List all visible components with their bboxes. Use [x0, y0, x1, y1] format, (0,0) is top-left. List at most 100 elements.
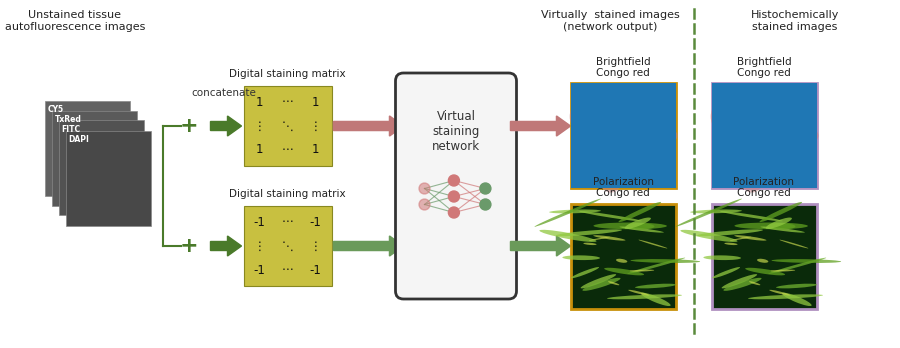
- Ellipse shape: [768, 223, 796, 229]
- Ellipse shape: [721, 103, 733, 118]
- Ellipse shape: [786, 127, 819, 144]
- Ellipse shape: [760, 202, 802, 222]
- Ellipse shape: [770, 270, 796, 271]
- Ellipse shape: [791, 134, 806, 150]
- Bar: [712, 84, 816, 189]
- Ellipse shape: [570, 99, 601, 134]
- FancyArrow shape: [334, 236, 403, 256]
- Ellipse shape: [739, 145, 745, 156]
- Ellipse shape: [616, 259, 627, 263]
- Text: 1: 1: [312, 143, 319, 157]
- Ellipse shape: [608, 294, 682, 299]
- Text: Virtually  stained images
(network output): Virtually stained images (network output…: [541, 10, 680, 32]
- Ellipse shape: [724, 120, 761, 157]
- Ellipse shape: [580, 103, 591, 118]
- Text: Digital staining matrix: Digital staining matrix: [230, 69, 346, 79]
- Ellipse shape: [571, 267, 599, 278]
- Ellipse shape: [562, 255, 600, 260]
- Ellipse shape: [697, 229, 763, 236]
- Ellipse shape: [574, 134, 619, 151]
- Ellipse shape: [749, 281, 760, 285]
- Text: Unstained tissue
autofluorescence images: Unstained tissue autofluorescence images: [4, 10, 145, 32]
- Bar: [51, 111, 137, 206]
- Ellipse shape: [776, 284, 817, 288]
- Ellipse shape: [582, 120, 620, 157]
- Text: Digital staining matrix: Digital staining matrix: [230, 189, 346, 199]
- Circle shape: [419, 199, 430, 210]
- Ellipse shape: [779, 240, 808, 248]
- Ellipse shape: [631, 259, 700, 263]
- Ellipse shape: [598, 153, 625, 193]
- Text: ⋯: ⋯: [282, 215, 293, 229]
- Ellipse shape: [730, 237, 751, 241]
- Ellipse shape: [770, 290, 790, 295]
- Ellipse shape: [722, 274, 757, 288]
- Circle shape: [480, 183, 491, 194]
- Text: ⋯: ⋯: [282, 263, 293, 277]
- Text: ⋮: ⋮: [254, 239, 266, 253]
- Text: ⋱: ⋱: [282, 239, 293, 253]
- Ellipse shape: [582, 278, 620, 291]
- Bar: [571, 204, 676, 308]
- Ellipse shape: [549, 209, 601, 213]
- Ellipse shape: [583, 243, 597, 245]
- Text: Polarization
Congo red: Polarization Congo red: [592, 177, 653, 198]
- Bar: [244, 206, 331, 286]
- Bar: [712, 84, 816, 189]
- Ellipse shape: [757, 259, 769, 263]
- FancyArrow shape: [211, 116, 241, 136]
- Ellipse shape: [635, 284, 676, 288]
- Ellipse shape: [680, 230, 737, 242]
- Text: Brightfield
Congo red: Brightfield Congo red: [596, 57, 651, 79]
- Ellipse shape: [638, 240, 668, 248]
- Text: FITC: FITC: [61, 125, 81, 134]
- Text: 1: 1: [256, 143, 263, 157]
- Text: ⋮: ⋮: [310, 119, 321, 133]
- Ellipse shape: [625, 218, 651, 229]
- Text: +: +: [179, 236, 198, 256]
- Text: ⋮: ⋮: [310, 239, 321, 253]
- Bar: [571, 84, 676, 189]
- Ellipse shape: [690, 209, 742, 213]
- Ellipse shape: [771, 259, 842, 263]
- Ellipse shape: [593, 235, 626, 240]
- Bar: [58, 120, 143, 215]
- Ellipse shape: [675, 199, 742, 227]
- Text: ⋯: ⋯: [282, 95, 293, 109]
- Bar: [712, 204, 816, 308]
- FancyArrow shape: [510, 116, 571, 136]
- FancyArrow shape: [510, 236, 571, 256]
- Ellipse shape: [608, 281, 619, 285]
- Ellipse shape: [724, 243, 738, 245]
- Ellipse shape: [598, 145, 605, 156]
- Ellipse shape: [626, 223, 654, 229]
- Ellipse shape: [579, 211, 642, 221]
- Ellipse shape: [627, 258, 685, 274]
- Text: -1: -1: [310, 215, 321, 229]
- Ellipse shape: [758, 88, 783, 118]
- Text: Polarization
Congo red: Polarization Congo red: [734, 177, 795, 198]
- Ellipse shape: [738, 153, 765, 193]
- Ellipse shape: [589, 237, 610, 241]
- Ellipse shape: [633, 150, 652, 168]
- Ellipse shape: [593, 222, 667, 229]
- Ellipse shape: [766, 218, 792, 229]
- Ellipse shape: [616, 88, 642, 118]
- FancyBboxPatch shape: [395, 73, 517, 299]
- FancyArrow shape: [334, 236, 403, 256]
- Circle shape: [448, 191, 459, 202]
- Ellipse shape: [580, 274, 616, 288]
- Ellipse shape: [628, 290, 650, 295]
- Ellipse shape: [650, 134, 665, 150]
- Text: ⋮: ⋮: [254, 119, 266, 133]
- Ellipse shape: [745, 268, 785, 275]
- Circle shape: [448, 207, 459, 218]
- Ellipse shape: [644, 127, 678, 144]
- Ellipse shape: [716, 134, 760, 151]
- Ellipse shape: [734, 222, 808, 229]
- Ellipse shape: [770, 117, 776, 126]
- Ellipse shape: [641, 293, 670, 306]
- Text: -1: -1: [254, 263, 266, 277]
- Bar: [244, 86, 331, 166]
- FancyArrow shape: [211, 236, 241, 256]
